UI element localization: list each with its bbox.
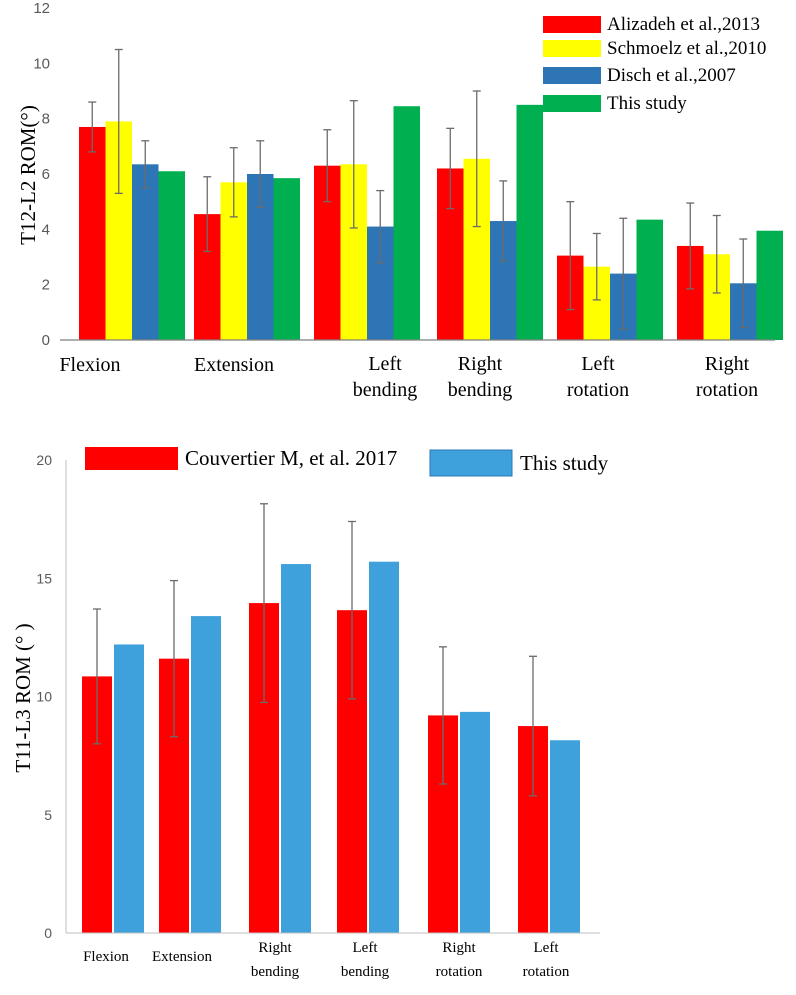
bar — [114, 644, 144, 933]
bar — [79, 126, 106, 340]
legend-swatch — [85, 447, 178, 470]
y-tick-label: 20 — [36, 452, 52, 468]
bar — [636, 219, 663, 340]
bar — [369, 561, 399, 933]
x-tick-label: Left — [581, 353, 615, 375]
x-tick-label: bending — [341, 964, 390, 980]
y-tick-label: 6 — [42, 166, 50, 183]
chart-t11-l3: T11-L3 ROM (° ) 0 5 10 15 20 Flexion Extensio… — [11, 446, 609, 980]
bar — [550, 740, 580, 933]
bar — [756, 230, 783, 340]
y-tick-label: 15 — [36, 570, 52, 586]
legend-label: This study — [607, 93, 687, 114]
x-tick-label: bending — [353, 379, 417, 401]
bar — [273, 178, 300, 340]
legend: Couvertier M, et al. 2017 This study — [85, 446, 609, 477]
x-tick-label: Right — [705, 353, 750, 375]
x-tick-label: rotation — [523, 964, 570, 980]
bar — [158, 171, 185, 340]
bar — [460, 711, 490, 933]
x-tick-label: rotation — [436, 964, 483, 980]
legend-swatch — [429, 449, 513, 477]
legend: Alizadeh et al.,2013 Schmoelz et al.,2010… — [543, 14, 766, 114]
x-tick-label: Right — [442, 940, 476, 956]
legend-swatch — [543, 67, 601, 84]
y-tick-label: 5 — [44, 807, 52, 823]
x-tick-label: Left — [534, 940, 560, 956]
bar — [393, 106, 420, 340]
y-tick-label: 10 — [33, 55, 50, 72]
chart-t12-l2: T12-L2 ROM(°) 0 2 4 6 8 10 12 Flexion Extension… — [16, 0, 783, 401]
legend-label: Alizadeh et al.,2013 — [607, 14, 760, 35]
x-tick-label: bending — [448, 379, 512, 401]
x-tick-label: bending — [251, 964, 300, 980]
x-tick-label: Right — [458, 353, 503, 375]
y-tick-label: 0 — [44, 925, 52, 941]
x-tick-label: Extension — [152, 949, 212, 965]
y-tick-label: 4 — [42, 221, 50, 238]
legend-label: Disch et al.,2007 — [607, 65, 736, 86]
x-tick-label: Flexion — [59, 354, 120, 376]
legend-swatch — [543, 16, 601, 33]
x-tick-label: Right — [258, 940, 292, 956]
y-axis-label: T11-L3 ROM (° ) — [11, 623, 35, 772]
x-tick-label: rotation — [696, 379, 758, 401]
y-axis-label: T12-L2 ROM(°) — [16, 105, 40, 245]
legend-label: Couvertier M, et al. 2017 — [185, 446, 397, 470]
legend-label: This study — [520, 451, 609, 475]
legend-swatch — [543, 40, 601, 57]
x-tick-label: Flexion — [83, 949, 129, 965]
x-tick-label: Left — [353, 940, 379, 956]
y-tick-label: 0 — [42, 332, 50, 349]
bar — [132, 164, 159, 340]
bar — [281, 564, 311, 933]
x-tick-label: rotation — [567, 379, 629, 401]
x-tick-label: Left — [368, 353, 402, 375]
x-tick-label: Extension — [194, 354, 274, 376]
legend-label: Schmoelz et al.,2010 — [607, 38, 766, 59]
y-tick-label: 8 — [42, 111, 50, 128]
y-tick-label: 2 — [42, 277, 50, 294]
bar — [516, 104, 543, 340]
bar — [191, 616, 221, 933]
legend-swatch — [543, 95, 601, 112]
y-tick-label: 12 — [33, 0, 50, 17]
y-tick-label: 10 — [36, 689, 52, 705]
